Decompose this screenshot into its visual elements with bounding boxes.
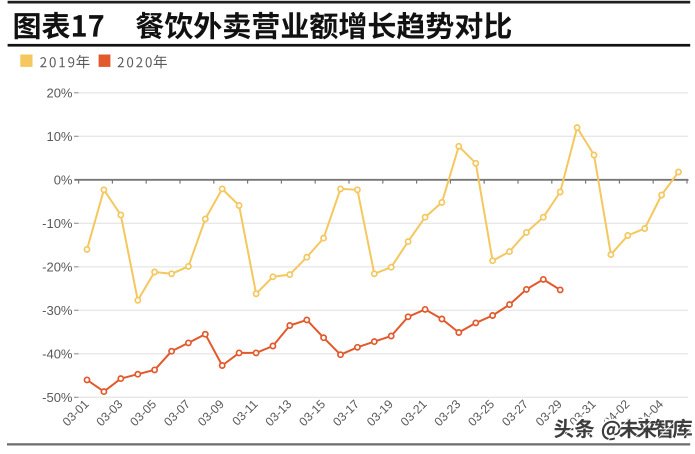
svg-text:-10%: -10% [42,216,73,231]
svg-text:0%: 0% [54,173,73,188]
svg-text:-20%: -20% [42,260,73,275]
svg-text:10%: 10% [46,129,72,144]
svg-text:-30%: -30% [42,303,73,318]
svg-text:20%: 20% [46,86,72,101]
svg-text:-40%: -40% [42,347,73,362]
svg-text:-50%: -50% [42,390,73,405]
